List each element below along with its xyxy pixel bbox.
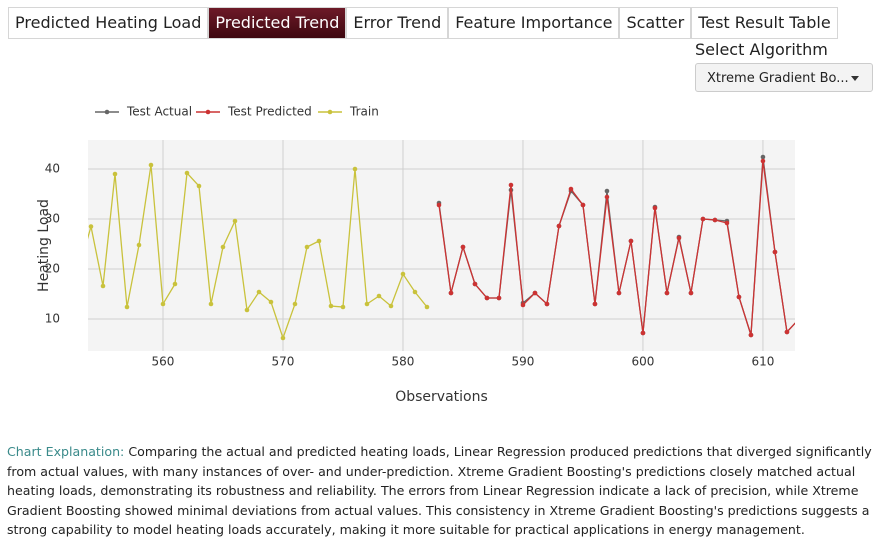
- data-point: [556, 223, 562, 229]
- data-point: [508, 182, 514, 188]
- data-point: [700, 216, 706, 222]
- x-tick-label: 570: [272, 355, 295, 369]
- data-point: [388, 303, 394, 309]
- select-label: Select Algorithm: [695, 40, 828, 59]
- data-point: [797, 317, 802, 322]
- tab-bar: Predicted Heating Load Predicted Trend Err…: [8, 7, 838, 39]
- data-point: [760, 158, 766, 164]
- data-point: [256, 289, 262, 295]
- data-point: [232, 218, 238, 224]
- legend-label: Test Predicted: [227, 105, 312, 119]
- series-line: [88, 164, 428, 341]
- data-point: [316, 238, 322, 244]
- chart-explanation: Chart Explanation: Comparing the actual …: [7, 442, 873, 540]
- y-tick-label: 10: [45, 312, 60, 326]
- data-point: [160, 301, 166, 307]
- y-tick-label: 20: [45, 262, 60, 276]
- data-point: [220, 244, 226, 250]
- data-point: [124, 304, 130, 310]
- explanation-label: Chart Explanation:: [7, 444, 125, 459]
- y-tick-label: 40: [45, 162, 60, 176]
- data-point: [652, 205, 658, 211]
- y-tick-label: 30: [45, 212, 60, 226]
- data-point: [136, 242, 142, 248]
- data-point: [100, 283, 106, 289]
- data-point: [196, 183, 202, 189]
- data-point: [760, 154, 766, 160]
- data-point: [88, 224, 94, 229]
- x-tick-label: 560: [152, 355, 175, 369]
- tab[interactable]: Predicted Trend: [208, 7, 347, 39]
- legend-label: Test Actual: [126, 105, 192, 119]
- data-point: [208, 301, 214, 307]
- data-point: [77, 267, 82, 272]
- x-tick-label: 580: [392, 355, 415, 369]
- data-point: [280, 335, 286, 341]
- x-tick-label: 600: [632, 355, 655, 369]
- x-axis-title: Observations: [395, 389, 488, 405]
- data-point: [520, 302, 526, 308]
- data-point: [244, 307, 250, 313]
- legend-swatch-dot: [104, 109, 110, 115]
- data-point: [484, 295, 490, 301]
- y-axis-title: Heating Load: [36, 199, 52, 292]
- x-tick-label: 610: [752, 355, 775, 369]
- data-point: [724, 220, 730, 226]
- data-point: [448, 290, 454, 296]
- data-point: [352, 166, 358, 172]
- tab[interactable]: Error Trend: [346, 7, 449, 39]
- tab[interactable]: Scatter: [619, 7, 692, 39]
- data-point: [532, 290, 538, 296]
- data-point: [664, 290, 670, 296]
- data-point: [797, 317, 802, 322]
- algorithm-select[interactable]: Xtreme Gradient Bo...: [695, 63, 873, 92]
- data-point: [184, 170, 190, 176]
- data-point: [148, 162, 154, 168]
- data-point: [568, 186, 574, 192]
- data-point: [712, 217, 718, 223]
- data-point: [628, 238, 634, 244]
- data-point: [496, 295, 502, 301]
- data-point: [412, 289, 418, 295]
- legend-label: Train: [349, 105, 379, 119]
- data-point: [328, 303, 334, 309]
- data-point: [436, 202, 442, 208]
- data-point: [592, 301, 598, 307]
- data-point: [784, 329, 790, 335]
- chart: 10 20 30 40 560 570 580 590 600 610 Observations He…: [36, 105, 802, 405]
- x-tick-label: 590: [512, 355, 535, 369]
- plot-layer: [77, 154, 802, 341]
- data-point: [364, 301, 370, 307]
- tab[interactable]: Feature Importance: [448, 7, 620, 39]
- legend-swatch-dot: [327, 109, 333, 115]
- legend-swatch-dot: [205, 109, 211, 115]
- data-point: [172, 281, 178, 287]
- tab[interactable]: Test Result Table: [691, 7, 838, 39]
- data-point: [460, 244, 466, 250]
- data-point: [268, 299, 274, 305]
- data-point: [676, 235, 682, 241]
- tab[interactable]: Predicted Heating Load: [8, 7, 209, 39]
- data-point: [640, 330, 646, 336]
- data-point: [604, 188, 610, 194]
- data-point: [292, 301, 298, 307]
- data-point: [400, 271, 406, 277]
- data-point: [748, 332, 754, 338]
- data-point: [772, 249, 778, 255]
- data-point: [544, 301, 550, 307]
- data-point: [688, 290, 694, 296]
- data-point: [304, 244, 310, 250]
- explanation-text: Comparing the actual and predicted heati…: [7, 444, 872, 537]
- data-point: [736, 294, 742, 300]
- data-point: [472, 281, 478, 287]
- data-point: [424, 304, 430, 310]
- data-point: [604, 194, 610, 200]
- data-point: [340, 304, 346, 310]
- data-point: [376, 293, 382, 299]
- data-point: [616, 290, 622, 296]
- data-point: [112, 171, 118, 177]
- data-point: [580, 202, 586, 208]
